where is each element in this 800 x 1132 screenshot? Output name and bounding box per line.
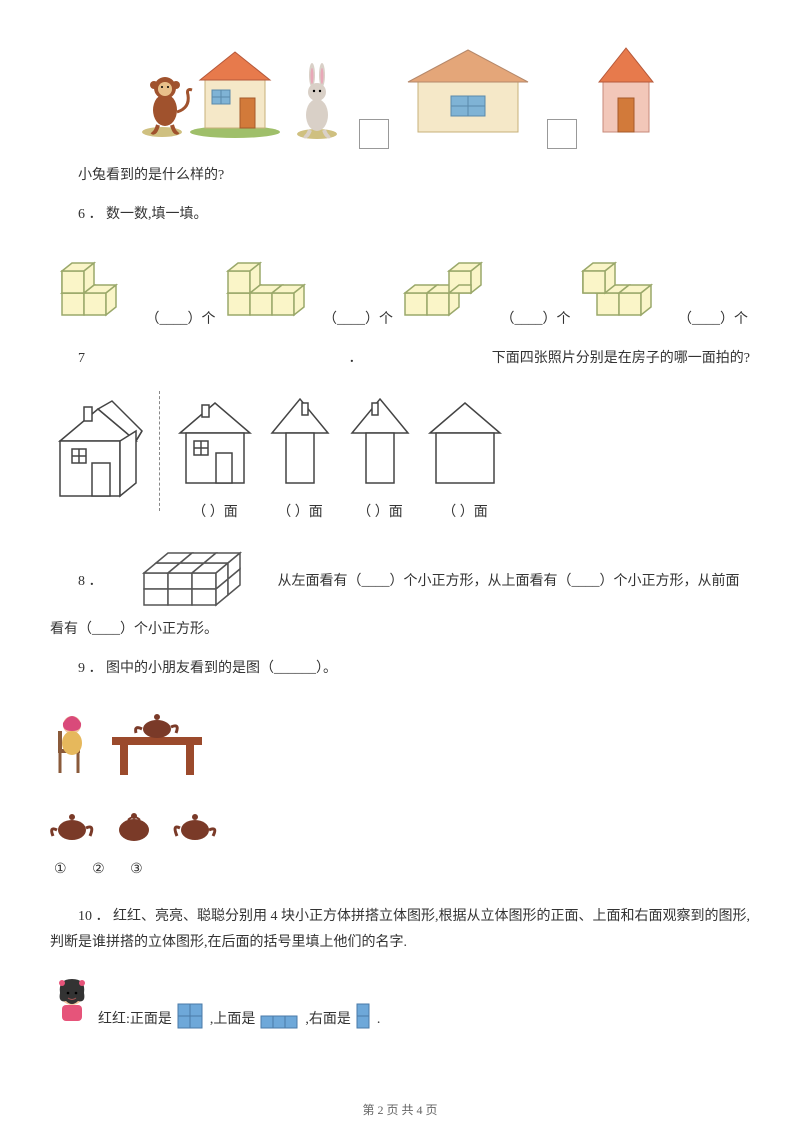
q10-text: 红红、亮亮、聪聪分别用 4 块小正方体拼搭立体图形,根据从立体图形的正面、上面和… (50, 909, 750, 949)
teapot-1 (50, 810, 94, 844)
girl-avatar (50, 975, 94, 1032)
q8-dot: ． (89, 574, 103, 589)
q9-options (50, 810, 750, 853)
q6-cubes-row: （____）个 （____）个 (50, 248, 750, 332)
q7-header: 7 ． 下面四张照片分别是在房子的哪一面拍的? (50, 346, 750, 371)
q10-number: 10 (78, 909, 92, 924)
q9-lab-1: ① (54, 862, 67, 877)
q9-labels: ① ② ③ (50, 857, 750, 882)
q10-c1: ,上面是 (210, 1007, 256, 1032)
house2-front (403, 40, 533, 149)
q10-honghong-row: 红红:正面是 ,上面是 ,右面是 . (50, 975, 750, 1032)
q7-blank-3[interactable]: （ ）面 (344, 500, 416, 525)
q7-house-3d (50, 391, 145, 520)
divider (159, 391, 160, 511)
q7-blank-1[interactable]: （ ）面 (174, 500, 256, 525)
q7-houses-row: （ ）面 （ ）面 （ ）面 （ (50, 391, 750, 525)
teapot-2 (112, 810, 156, 844)
q9-lab-2: ② (92, 862, 105, 877)
q9-line: 9 ． 图中的小朋友看到的是图（______）。 (50, 656, 750, 681)
q9-lab-3: ③ (130, 862, 143, 877)
q9-text: 图中的小朋友看到的是图（______）。 (106, 661, 337, 676)
cube-group-2: （____）个 (220, 248, 394, 332)
q7-view-3: （ ）面 (344, 391, 416, 525)
q7-view-1: （ ）面 (174, 391, 256, 525)
page-footer: 第 2 页 共 4 页 (0, 1100, 800, 1122)
rabbit-icon (290, 60, 345, 149)
scene-top-row (50, 40, 750, 149)
monkey-house-group (140, 40, 280, 149)
answer-box-1[interactable] (359, 119, 389, 149)
face-front (176, 1002, 206, 1032)
q9-dot: ． (89, 661, 103, 676)
face-right (355, 1002, 373, 1032)
q10-c2: ,右面是 (305, 1007, 351, 1032)
answer-box-2[interactable] (547, 119, 577, 149)
face-top (259, 1014, 301, 1032)
cube-group-3: （____）个 (397, 248, 571, 332)
teapot-3 (173, 810, 217, 844)
q6-blank-1[interactable]: （____）个 (146, 312, 216, 327)
q7-dot: ． (349, 351, 363, 366)
q10-line: 10 ． 红红、亮亮、聪聪分别用 4 块小正方体拼搭立体图形,根据从立体图形的正… (50, 904, 750, 954)
q8-number: 8 (78, 574, 85, 589)
q7-view-4: （ ）面 (424, 391, 506, 525)
house3-side (591, 40, 661, 149)
q10-line-prefix: 红红:正面是 (98, 1007, 172, 1032)
q6-line: 6 ． 数一数,填一填。 (50, 202, 750, 227)
q6-number: 6 (78, 207, 85, 222)
q7-number: 7 (78, 351, 85, 366)
q6-blank-3[interactable]: （____）个 (501, 312, 571, 327)
q6-blank-4[interactable]: （____）个 (678, 312, 748, 327)
q7-text: 下面四张照片分别是在房子的哪一面拍的? (492, 346, 750, 371)
q7-blank-2[interactable]: （ ）面 (264, 500, 336, 525)
cube-group-4: （____）个 (575, 248, 749, 332)
scene-question: 小兔看到的是什么样的? (50, 163, 750, 188)
q7-blank-4[interactable]: （ ）面 (424, 500, 506, 525)
q7-view-2: （ ）面 (264, 391, 336, 525)
q10-end: . (377, 1007, 381, 1032)
q9-scene (50, 701, 750, 790)
q6-dot: ． (89, 207, 103, 222)
q6-text: 数一数,填一填。 (106, 207, 208, 222)
q9-number: 9 (78, 661, 85, 676)
cube-group-1: （____）个 (52, 248, 216, 332)
q10-dot: ． (96, 909, 110, 924)
q6-blank-2[interactable]: （____）个 (323, 312, 393, 327)
q8-block: 8 ． 从左面看有（____）个小正方形，从上面看有（____）个小正方形，从前… (50, 547, 750, 641)
q8-cuboid (106, 547, 274, 616)
